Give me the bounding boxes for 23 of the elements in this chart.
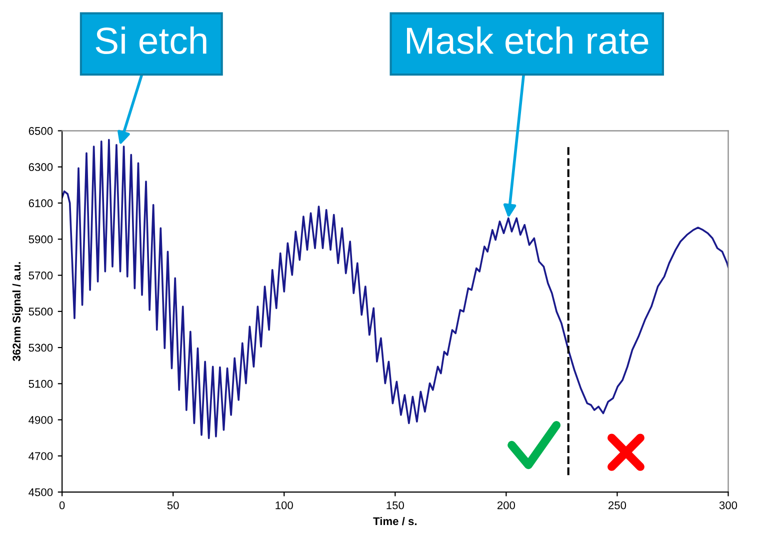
y-tick-label: 5300 — [28, 344, 53, 352]
x-axis-title: Time / s. — [373, 516, 417, 526]
y-tick-label: 6100 — [28, 199, 53, 208]
y-tick-label: 5100 — [28, 380, 53, 388]
x-tick-label: 250 — [608, 501, 626, 510]
y-tick-label: 6500 — [28, 127, 53, 135]
y-tick-label: 4700 — [28, 452, 53, 460]
y-tick-label: 5900 — [28, 235, 53, 244]
x-tick-label: 100 — [276, 501, 293, 510]
y-tick-label: 4900 — [28, 416, 53, 424]
x-tick-label: 300 — [719, 501, 738, 510]
y-tick-label: 5500 — [28, 308, 53, 316]
x-tick-label: 0 — [59, 501, 65, 510]
y-tick-label: 4500 — [28, 488, 53, 496]
y-tick-label: 5700 — [28, 272, 53, 280]
x-tick-label: 200 — [497, 501, 516, 510]
x-tick-label: 50 — [167, 501, 179, 510]
y-tick-label: 6300 — [28, 163, 53, 172]
annotation: Si etch — [96, 26, 206, 54]
annotation: Mask etch rate — [406, 26, 648, 54]
line-series — [62, 138, 728, 440]
x-tick-label: 150 — [386, 501, 404, 510]
y-axis-title: 362nm Signal / a.u. — [12, 262, 23, 362]
